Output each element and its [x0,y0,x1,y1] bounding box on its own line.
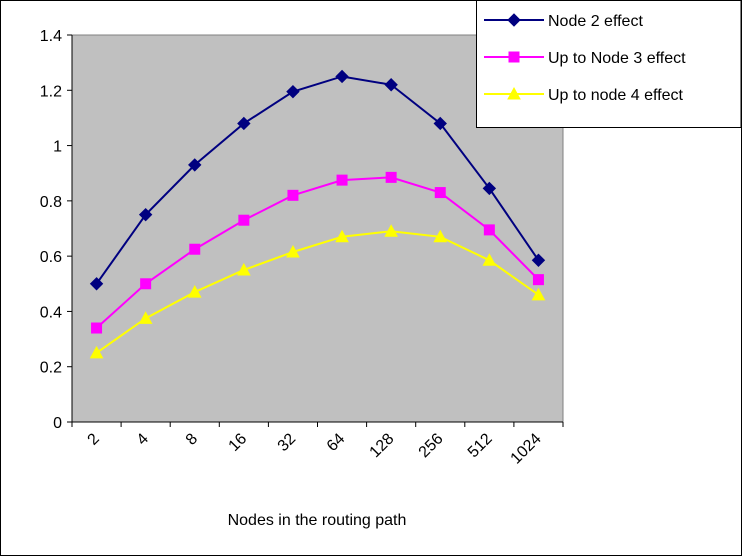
marker [91,322,103,334]
series-line [95,75,540,285]
x-axis-label: Nodes in the routing path [228,512,407,529]
y-tick-label: 0.6 [40,249,62,266]
marker [140,278,152,290]
marker [531,287,546,301]
marker [189,243,201,255]
y-tick-label: 0.4 [40,304,62,321]
marker [384,78,398,92]
marker [335,69,349,84]
marker [482,253,497,266]
marker [138,207,153,222]
marker [482,181,497,196]
marker [187,285,202,298]
legend-label: Up to node 4 effect [548,87,683,104]
marker [89,277,104,291]
marker [336,174,348,186]
marker [507,86,521,100]
marker [532,274,544,286]
marker [385,171,397,183]
legend-label: Up to Node 3 effect [548,50,686,67]
marker [286,84,300,99]
marker [483,224,495,236]
y-tick-label: 0.2 [40,360,62,377]
marker [335,229,349,243]
y-tick-label: 1.2 [40,83,62,100]
marker [507,13,521,27]
series-line [95,176,540,329]
marker [508,51,520,63]
marker [384,224,398,237]
marker [287,189,299,201]
y-tick-label: 0 [53,415,62,432]
marker [237,116,251,131]
marker [433,116,447,131]
marker [433,229,448,243]
series-line [95,230,540,354]
marker [237,262,251,276]
legend-label: Node 2 effect [548,13,643,30]
y-tick-label: 1.4 [40,28,62,45]
marker [531,253,546,267]
marker [138,311,153,324]
marker [188,158,202,172]
y-tick-label: 1 [53,139,62,156]
marker [89,345,104,359]
y-tick-label: 0.8 [40,194,62,211]
marker [238,214,250,226]
marker [286,244,300,258]
legend-box [476,0,742,128]
marker [434,187,446,199]
